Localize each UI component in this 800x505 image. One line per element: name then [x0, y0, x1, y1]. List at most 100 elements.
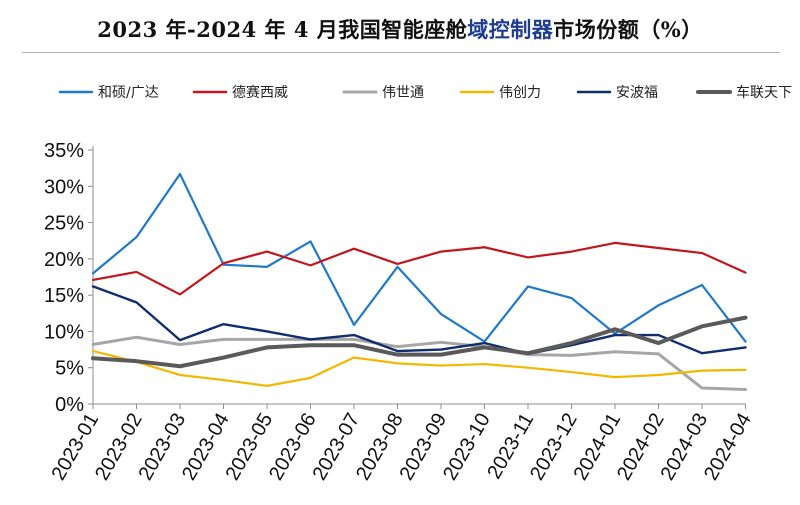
data-point: [266, 338, 268, 341]
data-point: [440, 250, 442, 253]
data-point: [309, 264, 312, 267]
data-point: [266, 330, 268, 333]
data-point: [744, 388, 747, 391]
data-point: [353, 324, 355, 326]
series-line-1: [91, 172, 747, 343]
series-line-3: [91, 335, 747, 391]
data-point: [527, 256, 529, 259]
data-point: [483, 246, 486, 249]
data-point: [657, 334, 660, 336]
series-line-4: [91, 349, 747, 387]
data-point: [396, 263, 399, 265]
legend-label: 安波福: [616, 85, 658, 101]
data-point: [92, 272, 94, 275]
data-point: [527, 366, 529, 369]
data-point: [570, 354, 573, 357]
data-point: [135, 271, 138, 273]
data-point: [701, 352, 703, 355]
data-point: [179, 343, 181, 346]
data-point: [657, 353, 660, 355]
data-point: [179, 293, 181, 296]
data-point: [179, 173, 181, 175]
data-point: [440, 348, 442, 351]
data-point: [396, 362, 399, 365]
data-point: [92, 343, 94, 346]
chart-title-prefix: 2023 年-2024 年 4 月我国智能座舱: [97, 17, 468, 42]
data-point: [309, 240, 312, 243]
data-point: [92, 357, 94, 360]
data-point: [309, 377, 312, 379]
data-point: [353, 247, 355, 250]
data-point: [440, 341, 442, 344]
title-divider: [22, 52, 780, 53]
y-tick-label: 0%: [55, 394, 84, 416]
data-point: [396, 266, 399, 268]
data-point: [440, 313, 442, 315]
legend-label: 车联天下: [736, 84, 792, 101]
data-point: [440, 364, 442, 367]
y-tick-label: 15%: [44, 285, 84, 307]
y-tick-label: 30%: [44, 176, 84, 198]
data-point: [570, 250, 573, 253]
data-point: [527, 285, 529, 288]
series-line-2: [91, 241, 747, 296]
data-point: [614, 350, 616, 353]
data-point: [266, 385, 268, 387]
data-point: [353, 344, 355, 347]
data-point: [614, 334, 616, 336]
legend-label: 和硕/广达: [98, 85, 159, 101]
data-point: [744, 346, 747, 349]
data-point: [222, 262, 225, 265]
data-point: [570, 342, 573, 344]
data-point: [135, 301, 138, 304]
data-point: [614, 242, 616, 244]
data-point: [92, 350, 94, 352]
data-point: [657, 342, 660, 344]
y-tick-label: 20%: [44, 249, 84, 271]
data-point: [570, 371, 573, 373]
data-point: [266, 250, 268, 253]
series-line-6: [91, 315, 748, 369]
y-tick-label: 10%: [44, 321, 84, 343]
data-point: [744, 340, 747, 343]
data-point: [657, 247, 660, 249]
data-point: [222, 338, 225, 341]
data-point: [744, 316, 747, 319]
data-point: [353, 356, 355, 359]
data-point: [309, 338, 312, 341]
data-point: [483, 363, 486, 365]
chart-title-highlight: 域控制器: [467, 17, 554, 42]
data-point: [266, 266, 268, 268]
data-point: [570, 297, 573, 299]
data-point: [483, 342, 486, 344]
legend-label: 伟世通: [382, 85, 424, 101]
data-point: [440, 353, 442, 356]
data-point: [92, 285, 94, 288]
legend-label: 伟创力: [499, 85, 541, 101]
data-point: [701, 284, 703, 286]
data-point: [353, 334, 355, 336]
data-point: [744, 369, 747, 371]
data-point: [266, 346, 268, 349]
data-point: [135, 236, 138, 238]
data-point: [483, 346, 486, 349]
chart-title-suffix: 市场份额（%）: [553, 17, 703, 42]
chart-title: 2023 年-2024 年 4 月我国智能座舱域控制器市场份额（%）: [0, 14, 800, 44]
data-point: [701, 387, 703, 389]
y-tick-label: 35%: [44, 140, 84, 162]
data-point: [396, 350, 399, 352]
data-point: [701, 252, 703, 254]
legend: 和硕/广达 德赛西威 伟世通 伟创力 安波福 车联天下: [58, 84, 792, 101]
data-point: [179, 365, 181, 368]
data-point: [701, 325, 703, 328]
data-point: [657, 304, 660, 307]
data-point: [135, 360, 138, 362]
data-point: [179, 339, 181, 341]
data-point: [744, 271, 747, 274]
data-point: [396, 353, 399, 356]
data-point: [92, 279, 94, 281]
chart-series: [91, 172, 748, 391]
y-tick-label: 25%: [44, 213, 84, 235]
data-point: [222, 356, 225, 359]
